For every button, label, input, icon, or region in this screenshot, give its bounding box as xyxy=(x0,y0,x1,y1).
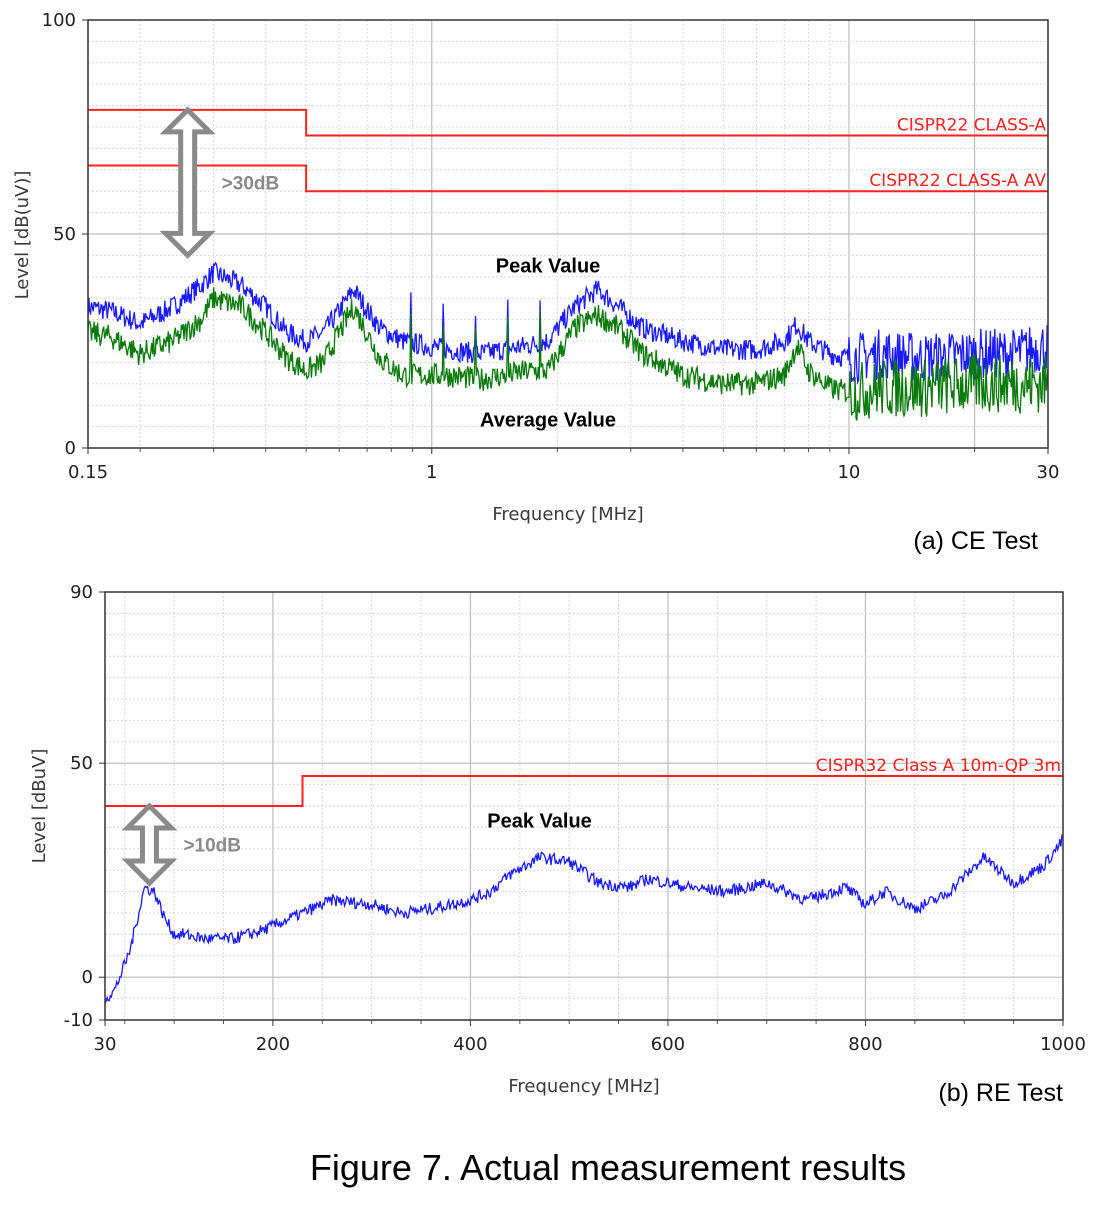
x-tick-label: 30 xyxy=(1037,462,1060,483)
re-series: Peak Value xyxy=(104,810,1064,1004)
ce-plot-frame xyxy=(87,19,1049,449)
ce-gap-arrow: >30dB xyxy=(159,106,280,259)
limit-line xyxy=(88,108,1048,137)
re-gap-arrow: >10dB xyxy=(121,802,241,887)
ce-ticks: 0.15 1 10 30 0 50 100 xyxy=(42,10,1060,483)
y-tick-label: 100 xyxy=(42,10,76,31)
ce-series: Peak Value Average Value xyxy=(87,256,1049,432)
limit-line-label: CISPR22 CLASS-A AV xyxy=(869,171,1046,191)
series-line xyxy=(87,261,1049,385)
x-tick-label: 10 xyxy=(837,462,860,483)
ce-grid xyxy=(88,20,1048,448)
limit-line xyxy=(105,775,1063,807)
figure-caption: Figure 7. Actual measurement results xyxy=(310,1147,906,1188)
re-grid xyxy=(105,592,1063,1020)
ce-y-axis-label: Level [dB(uV)] xyxy=(12,171,33,300)
double-arrow xyxy=(121,802,178,887)
ce-subcaption: (a) CE Test xyxy=(913,527,1038,555)
re-y-axis-label: Level [dBuV] xyxy=(29,749,50,864)
x-tick-label: 200 xyxy=(256,1034,290,1055)
re-subcaption: (b) RE Test xyxy=(938,1079,1063,1107)
y-tick-label: 0 xyxy=(65,438,76,459)
double-arrow xyxy=(159,106,216,259)
y-tick-label: 0 xyxy=(82,967,93,988)
y-tick-label: 50 xyxy=(70,753,93,774)
re-x-axis-label: Frequency [MHz] xyxy=(508,1076,659,1097)
re-limit-lines: CISPR32 Class A 10m-QP 3m xyxy=(105,756,1063,807)
y-tick-label: -10 xyxy=(64,1010,93,1031)
ce-x-axis-label: Frequency [MHz] xyxy=(492,504,643,525)
x-tick-label: 600 xyxy=(651,1034,685,1055)
y-tick-label: 50 xyxy=(53,224,76,245)
y-tick-label: 90 xyxy=(70,582,93,603)
ce-test-chart: 0.15 1 10 30 0 50 100 CISPR22 CLASS-A CISPR22 C… xyxy=(12,10,1059,555)
gap-label: >30dB xyxy=(222,174,280,195)
x-tick-label: 400 xyxy=(453,1034,487,1055)
series-annotation: Average Value xyxy=(480,410,616,432)
re-ticks: 30 200 400 600 800 1000 -10 0 50 90 xyxy=(64,582,1086,1055)
limit-line-label: CISPR32 Class A 10m-QP 3m xyxy=(816,756,1061,776)
x-tick-label: 30 xyxy=(94,1034,117,1055)
re-plot-frame xyxy=(104,591,1064,1021)
x-tick-label: 0.15 xyxy=(68,462,108,483)
gap-label: >10dB xyxy=(183,836,241,857)
x-tick-label: 1000 xyxy=(1040,1034,1086,1055)
series-annotation: Peak Value xyxy=(487,810,592,832)
x-tick-label: 800 xyxy=(848,1034,882,1055)
re-test-chart: 30 200 400 600 800 1000 -10 0 50 90 CISPR32 Class… xyxy=(29,582,1086,1107)
limit-line-label: CISPR22 CLASS-A xyxy=(897,116,1046,136)
series-annotation: Peak Value xyxy=(496,256,601,278)
series-line xyxy=(104,833,1064,1004)
series-line xyxy=(87,287,1049,421)
x-tick-label: 1 xyxy=(426,462,437,483)
